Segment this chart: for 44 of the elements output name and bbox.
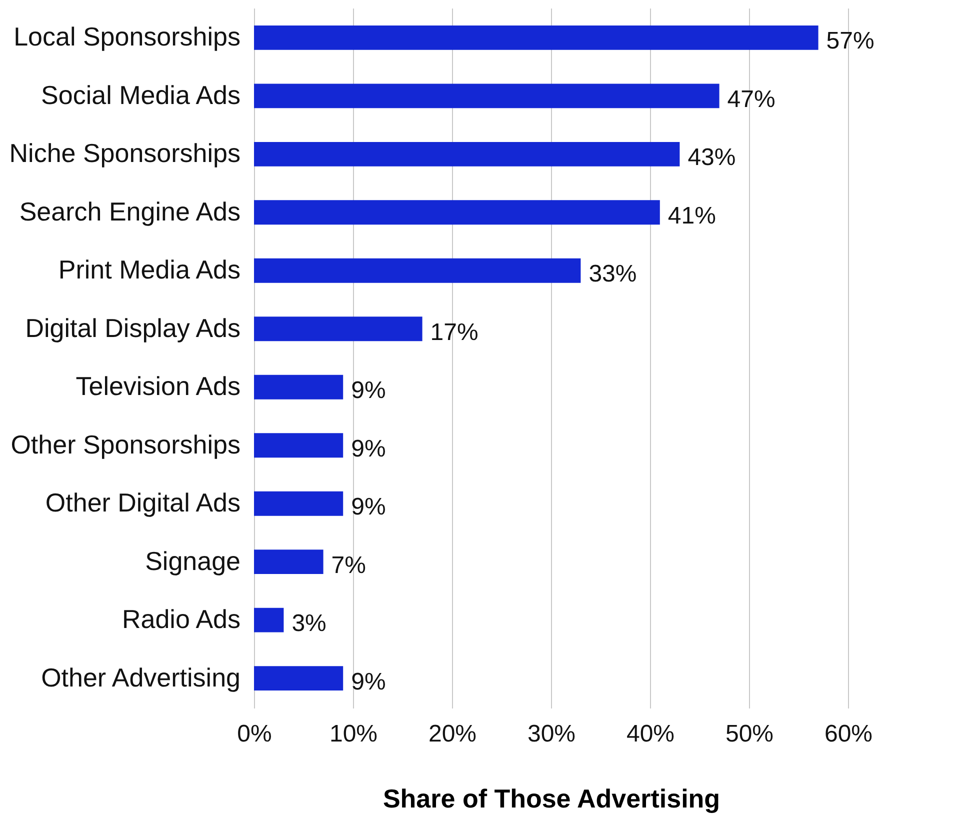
y-tick-label: Other Digital Ads [45, 488, 240, 518]
data-label: 9% [351, 435, 386, 462]
x-axis-title: Share of Those Advertising [382, 784, 720, 814]
bar [254, 550, 324, 574]
bar [254, 84, 720, 108]
x-tick-label: 40% [626, 720, 675, 748]
data-label: 17% [430, 318, 478, 346]
bar [254, 608, 284, 632]
y-tick-label: Television Ads [76, 371, 240, 402]
x-tick-label: 50% [725, 720, 774, 748]
data-label: 41% [668, 202, 716, 230]
data-label: 3% [292, 610, 326, 638]
x-tick-label: 0% [237, 720, 272, 748]
bar [254, 200, 660, 225]
bar [254, 666, 344, 691]
data-label: 9% [351, 494, 386, 521]
y-tick-label: Social Media Ads [41, 80, 240, 110]
bar [254, 316, 422, 342]
y-tick-label: Radio Ads [122, 604, 240, 634]
data-label: 47% [727, 86, 776, 113]
x-tick-label: 20% [428, 720, 477, 748]
y-tick-label: Print Media Ads [58, 254, 240, 285]
bar [254, 25, 818, 50]
bar [254, 142, 680, 166]
data-label: 9% [351, 668, 386, 696]
bar [254, 433, 344, 458]
x-tick-label: 60% [824, 720, 873, 748]
bar [254, 258, 581, 283]
y-tick-label: Niche Sponsorships [9, 138, 240, 168]
y-tick-label: Digital Display Ads [25, 312, 240, 343]
y-tick-label: Other Sponsorships [10, 429, 240, 460]
data-label: 33% [588, 260, 637, 288]
y-tick-label: Search Engine Ads [19, 196, 240, 226]
y-tick-label: Signage [145, 546, 240, 576]
data-label: 7% [331, 552, 366, 579]
bar [254, 374, 344, 400]
bar [254, 491, 344, 516]
y-tick-label: Other Advertising [41, 662, 240, 692]
data-label: 43% [688, 144, 736, 172]
x-tick-label: 30% [527, 720, 576, 748]
x-tick-label: 10% [329, 720, 378, 748]
data-label: 57% [826, 28, 874, 55]
data-label: 9% [351, 377, 386, 404]
y-tick-label: Local Sponsorships [14, 22, 240, 52]
